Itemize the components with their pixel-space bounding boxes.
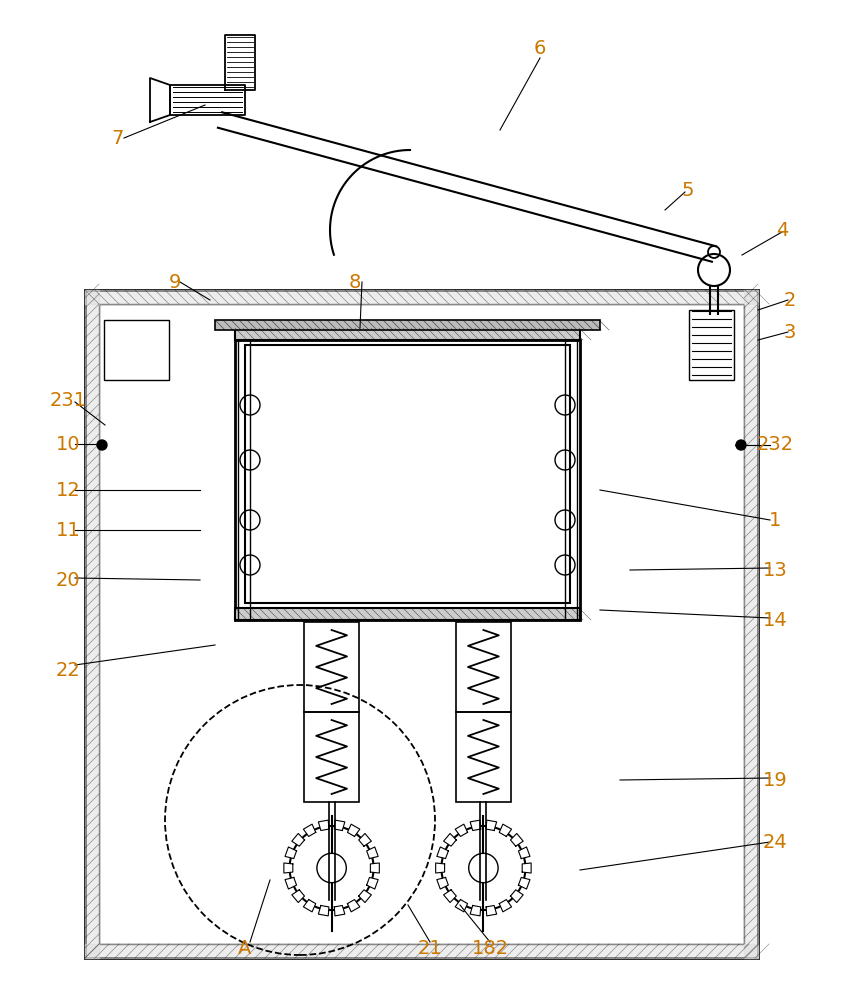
- Polygon shape: [358, 890, 372, 903]
- Polygon shape: [319, 820, 329, 831]
- Polygon shape: [522, 863, 531, 873]
- Polygon shape: [437, 877, 448, 889]
- Polygon shape: [292, 890, 304, 903]
- Polygon shape: [347, 824, 360, 836]
- Text: 11: 11: [56, 520, 80, 540]
- Text: 20: 20: [56, 570, 80, 589]
- Polygon shape: [358, 833, 372, 846]
- Text: 232: 232: [756, 436, 793, 454]
- Polygon shape: [319, 905, 329, 916]
- Text: 3: 3: [784, 322, 796, 342]
- Polygon shape: [511, 833, 524, 846]
- Polygon shape: [335, 820, 345, 831]
- Polygon shape: [455, 824, 468, 836]
- Text: 12: 12: [56, 481, 80, 499]
- Text: 231: 231: [50, 390, 87, 410]
- Polygon shape: [486, 905, 497, 916]
- Polygon shape: [284, 863, 293, 873]
- Text: 182: 182: [471, 938, 508, 958]
- Bar: [235, 340, 580, 620]
- Polygon shape: [443, 890, 456, 903]
- Bar: [85, 290, 758, 958]
- Polygon shape: [285, 877, 297, 889]
- Text: 13: 13: [763, 560, 787, 580]
- Bar: [304, 712, 359, 802]
- Bar: [235, 608, 580, 620]
- Polygon shape: [499, 824, 512, 836]
- Polygon shape: [150, 78, 170, 122]
- Text: 24: 24: [763, 832, 787, 852]
- Polygon shape: [470, 820, 481, 831]
- Text: 8: 8: [349, 272, 361, 292]
- Text: 19: 19: [763, 770, 787, 790]
- Circle shape: [97, 440, 107, 450]
- Bar: [104, 320, 169, 380]
- Bar: [304, 622, 359, 712]
- Text: 7: 7: [112, 128, 124, 147]
- Bar: [689, 310, 734, 380]
- Polygon shape: [170, 85, 245, 115]
- Text: 9: 9: [169, 272, 181, 292]
- Text: 5: 5: [682, 180, 695, 200]
- Polygon shape: [367, 847, 379, 859]
- Polygon shape: [285, 847, 297, 859]
- Bar: [565, 340, 577, 620]
- Text: 22: 22: [56, 660, 80, 680]
- Polygon shape: [455, 900, 468, 912]
- Polygon shape: [443, 833, 456, 846]
- Text: 1: 1: [769, 510, 781, 530]
- Text: 4: 4: [776, 221, 788, 239]
- Text: A: A: [239, 938, 252, 958]
- Polygon shape: [518, 877, 530, 889]
- Polygon shape: [511, 890, 524, 903]
- Bar: [235, 328, 580, 340]
- Bar: [99, 304, 744, 944]
- Polygon shape: [303, 824, 316, 836]
- Polygon shape: [225, 35, 255, 90]
- Polygon shape: [347, 900, 360, 912]
- Polygon shape: [486, 820, 497, 831]
- Polygon shape: [367, 877, 379, 889]
- Text: 6: 6: [534, 38, 546, 57]
- Text: 2: 2: [784, 290, 796, 310]
- Bar: [245, 345, 570, 603]
- Text: 10: 10: [56, 436, 80, 454]
- Bar: [456, 712, 511, 802]
- Polygon shape: [437, 847, 448, 859]
- Bar: [215, 320, 600, 330]
- Polygon shape: [292, 833, 304, 846]
- Bar: [238, 340, 250, 620]
- Circle shape: [736, 440, 746, 450]
- Bar: [456, 622, 511, 712]
- Text: 21: 21: [417, 938, 443, 958]
- Polygon shape: [470, 905, 481, 916]
- Polygon shape: [303, 900, 316, 912]
- Polygon shape: [436, 863, 444, 873]
- Polygon shape: [335, 905, 345, 916]
- Polygon shape: [370, 863, 379, 873]
- Polygon shape: [499, 900, 512, 912]
- Text: 14: 14: [763, 610, 787, 630]
- Polygon shape: [518, 847, 530, 859]
